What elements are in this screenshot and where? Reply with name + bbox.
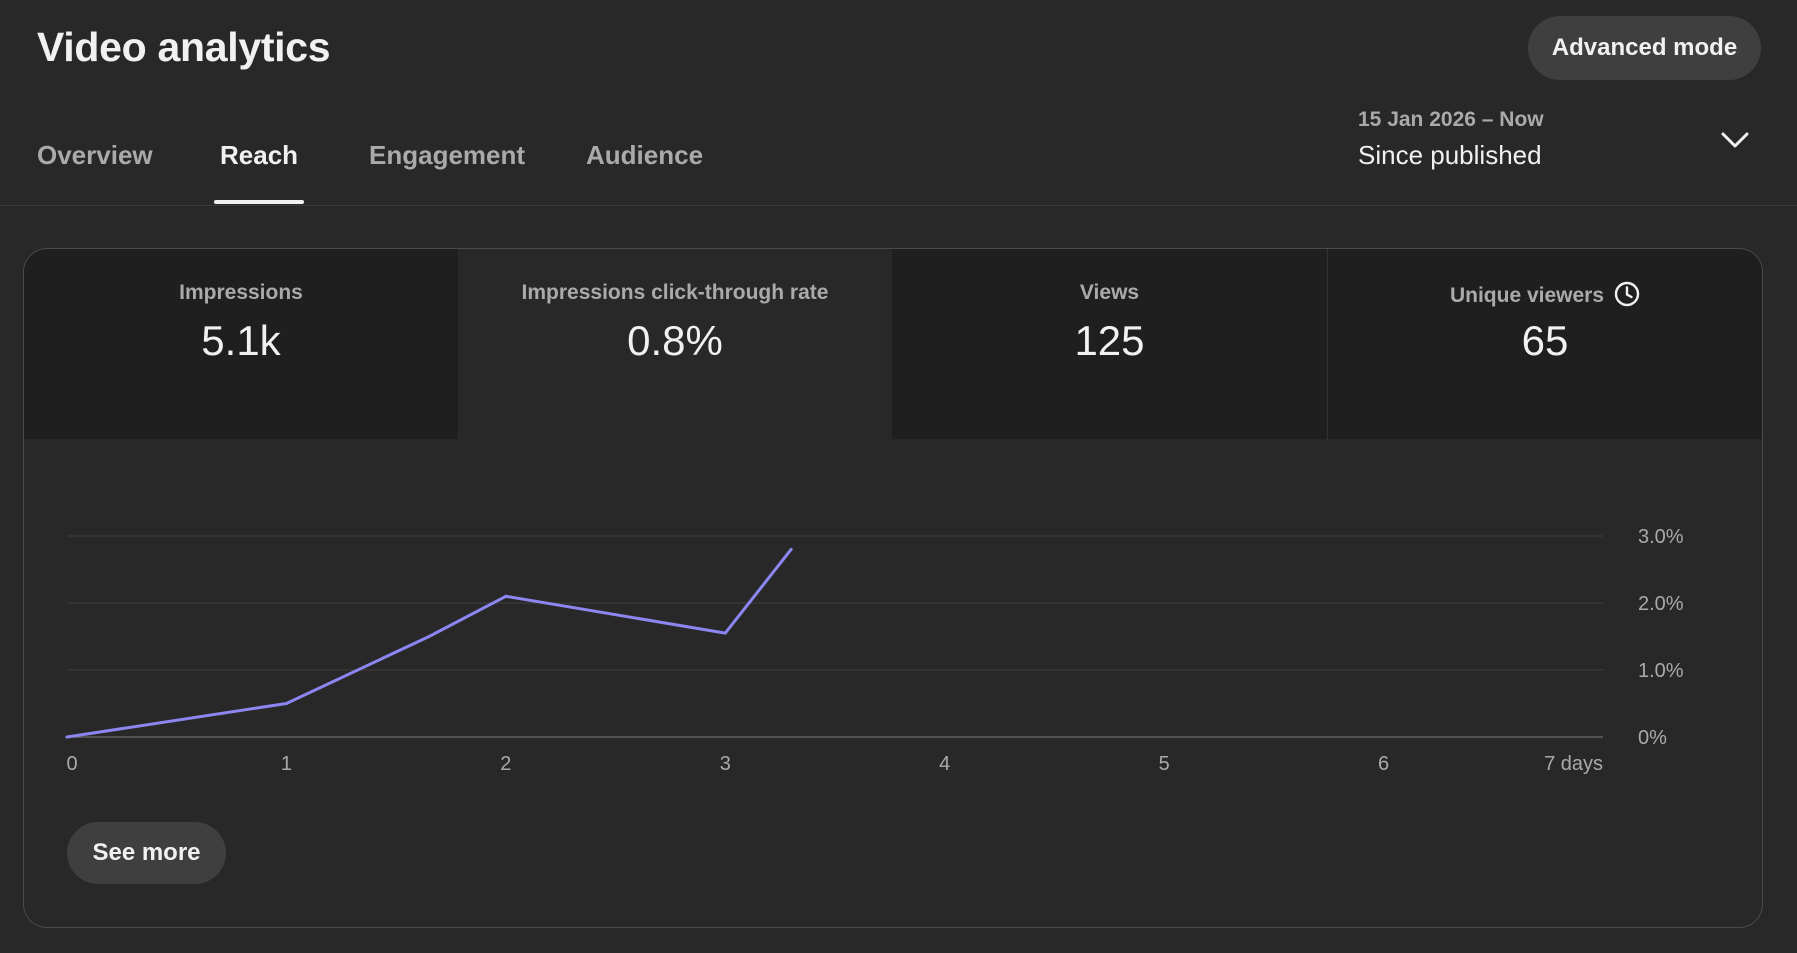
metric-value: 125 bbox=[1074, 317, 1145, 364]
clock-icon[interactable] bbox=[1614, 281, 1640, 307]
tab-audience-label: Audience bbox=[586, 140, 704, 170]
metric-views[interactable]: Views 125 bbox=[892, 249, 1327, 439]
data-point bbox=[284, 702, 288, 705]
y-tick-label: 3.0% bbox=[1638, 526, 1684, 548]
x-tick-label: 3 bbox=[720, 753, 731, 775]
metric-label-text: Unique viewers bbox=[1449, 284, 1605, 307]
date-range-label: Since published bbox=[1358, 140, 1542, 170]
metric-separator bbox=[1327, 249, 1328, 439]
date-range-text: 15 Jan 2026 – Now bbox=[1358, 108, 1544, 131]
date-range-picker[interactable]: 15 Jan 2026 – Now Since published bbox=[1358, 108, 1749, 178]
y-tick-label: 0% bbox=[1638, 727, 1667, 749]
metric-impressions-ctr[interactable]: Impressions click-through rate 0.8% bbox=[458, 249, 892, 439]
x-tick-label: 6 bbox=[1378, 753, 1389, 775]
data-point bbox=[789, 547, 793, 551]
metric-label: Views bbox=[1079, 281, 1140, 304]
header-divider bbox=[0, 205, 1797, 206]
data-point bbox=[427, 635, 431, 638]
y-tick-label: 1.0% bbox=[1638, 660, 1684, 682]
page-title: Video analytics bbox=[37, 24, 331, 70]
tab-reach-label: Reach bbox=[220, 140, 299, 170]
x-tick-label: 2 bbox=[500, 753, 511, 775]
ctr-line-chart: 0% 1.0% 2.0% 3.0% 0 1 2 3 4 5 6 7 days bbox=[65, 526, 1684, 775]
metric-impressions[interactable]: Impressions 5.1k bbox=[24, 249, 458, 439]
x-tick-label: 7 days bbox=[1544, 753, 1603, 775]
y-tick-label: 2.0% bbox=[1638, 593, 1684, 615]
active-tab-underline bbox=[214, 200, 305, 204]
metric-unique-viewers[interactable]: Unique viewers 65 bbox=[1328, 249, 1762, 439]
tab-reach[interactable]: Reach bbox=[214, 140, 305, 206]
series-line bbox=[65, 547, 793, 739]
tab-engagement-label: Engagement bbox=[369, 140, 526, 170]
data-point bbox=[723, 631, 727, 635]
metric-label: Impressions click-through rate bbox=[521, 281, 829, 304]
x-tick-label: 0 bbox=[66, 753, 77, 775]
reach-card: Impressions 5.1k Impressions click-throu… bbox=[23, 248, 1763, 928]
see-more-button[interactable]: See more bbox=[67, 822, 226, 884]
data-point bbox=[504, 594, 508, 598]
tab-audience[interactable]: Audience bbox=[586, 140, 703, 206]
metric-value: 5.1k bbox=[201, 317, 281, 364]
x-tick-label: 1 bbox=[281, 753, 292, 775]
tab-overview-label: Overview bbox=[37, 140, 153, 170]
advanced-mode-button[interactable]: Advanced mode bbox=[1528, 16, 1761, 80]
tab-engagement[interactable]: Engagement bbox=[369, 140, 525, 206]
metric-value: 65 bbox=[1521, 317, 1569, 364]
metric-value: 0.8% bbox=[627, 317, 723, 364]
chevron-down-icon bbox=[1721, 132, 1749, 148]
x-tick-label: 4 bbox=[939, 753, 950, 775]
metric-label: Impressions bbox=[179, 281, 303, 304]
metric-label: Unique viewers bbox=[1328, 281, 1762, 308]
tab-overview[interactable]: Overview bbox=[37, 140, 153, 206]
metric-tabs: Impressions 5.1k Impressions click-throu… bbox=[24, 249, 1762, 439]
data-point bbox=[65, 735, 69, 739]
x-tick-label: 5 bbox=[1159, 753, 1170, 775]
